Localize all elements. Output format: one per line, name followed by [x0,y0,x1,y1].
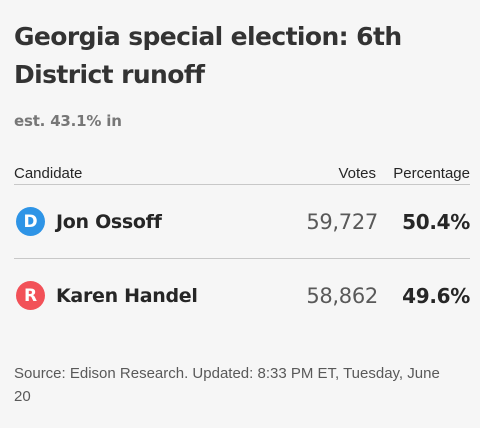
header-percentage: Percentage [393,165,470,182]
candidate-cell: R Karen Handel [14,281,254,310]
table-row: R Karen Handel 58,862 49.6% [14,259,470,332]
election-results-widget: Georgia special election: 6th District r… [14,18,470,408]
vote-percentage: 50.4% [402,209,470,234]
republican-party-icon: R [16,281,45,310]
table-header: Candidate Votes Percentage [14,160,470,185]
header-candidate: Candidate [14,165,83,182]
page-title: Georgia special election: 6th District r… [14,22,402,89]
candidate-name: Karen Handel [56,284,198,307]
results-table: Candidate Votes Percentage D Jon Ossoff … [14,160,470,332]
reporting-status: est. 43.1% in [14,112,122,130]
vote-percentage: 49.6% [402,283,470,308]
header-votes: Votes [338,165,376,182]
candidate-cell: D Jon Ossoff [14,207,254,236]
table-row: D Jon Ossoff 59,727 50.4% [14,185,470,259]
vote-count: 58,862 [306,283,378,308]
democrat-party-icon: D [16,207,45,236]
candidate-name: Jon Ossoff [56,210,162,233]
source-note: Source: Edison Research. Updated: 8:33 P… [14,365,440,405]
vote-count: 59,727 [306,209,378,234]
